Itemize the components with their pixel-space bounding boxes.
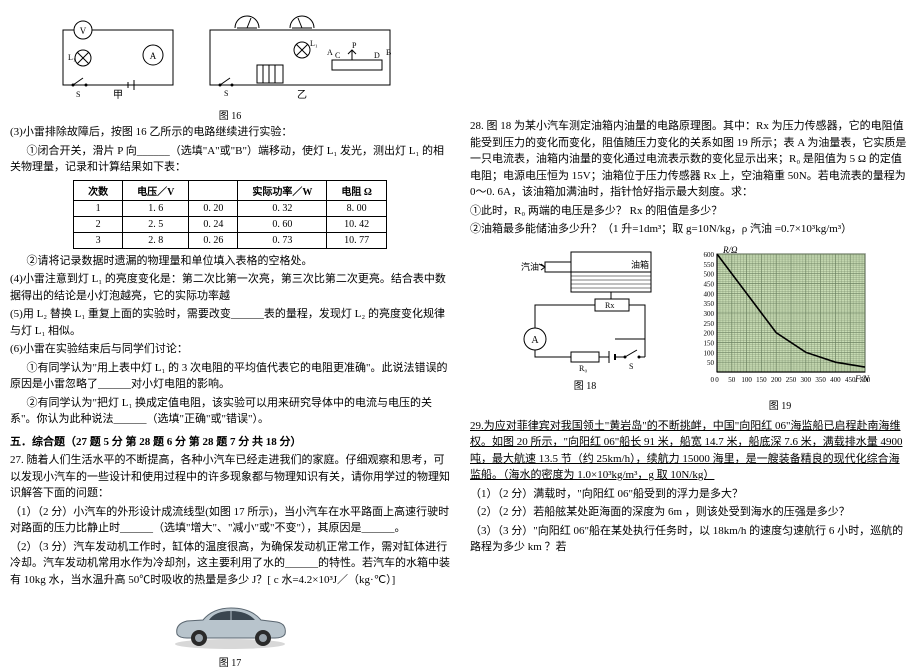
svg-text:F/N: F/N — [854, 374, 870, 384]
para-3a: ①闭合开关，滑片 P 向______（选填"A"或"B"）端移动，使灯 L₁ 发… — [10, 143, 450, 176]
svg-text:100: 100 — [741, 376, 752, 384]
q29-2: （2）（2 分）若船舷某处距海面的深度为 6m ，则该处受到海水的压强是多少？ — [470, 504, 910, 521]
right-column: 28. 图 18 为某小汽车测定油箱内油量的电路原理图。其中：Rx 为压力传感器… — [460, 0, 920, 651]
svg-text:V: V — [79, 26, 86, 36]
th-3 — [189, 180, 238, 200]
q28: 28. 图 18 为某小汽车测定油箱内油量的电路原理图。其中：Rx 为压力传感器… — [470, 118, 910, 201]
circuit-fig18-svg: 油箱 汽油 Rx A — [505, 244, 665, 374]
th-1: 次数 — [74, 180, 123, 200]
q28-1: ①此时，R₀ 两端的电压是多少？ Rx 的阻值是多少？ — [470, 203, 910, 220]
svg-text:50: 50 — [707, 359, 715, 367]
svg-text:400: 400 — [704, 290, 715, 298]
fig16-caption: 图 16 — [10, 107, 450, 122]
th-4: 实际功率／W — [238, 180, 327, 200]
svg-text:550: 550 — [704, 260, 715, 268]
para-6: (6)小雷在实验结束后与同学们讨论： — [10, 341, 450, 358]
svg-text:A: A — [327, 48, 333, 57]
svg-text:R/Ω: R/Ω — [722, 245, 738, 255]
chart-fig19-svg: 0501001502002503003504004505005010015020… — [685, 244, 875, 394]
q27: 27. 随着人们生活水平的不断提高，各种小汽车已经走进我们的家庭。仔细观察和思考… — [10, 452, 450, 502]
svg-text:L₁: L₁ — [310, 39, 318, 48]
svg-text:甲: 甲 — [113, 90, 123, 100]
car-figure: 图 17 — [10, 596, 450, 669]
svg-text:0: 0 — [715, 376, 719, 384]
svg-text:450: 450 — [704, 280, 715, 288]
circuit-jia-svg: V A L₁ S 甲 — [58, 20, 188, 100]
left-column: V A L₁ S 甲 — [0, 0, 460, 651]
svg-text:D: D — [374, 51, 380, 60]
svg-text:Rx: Rx — [605, 301, 614, 310]
fig-18-19-row: 油箱 汽油 Rx A — [470, 244, 910, 412]
svg-text:R₀: R₀ — [579, 364, 587, 373]
fig19-box: 0501001502002503003504004505005010015020… — [685, 244, 875, 412]
para-3b: ②请将记录数据时遗漏的物理量和单位填入表格的空格处。 — [10, 253, 450, 270]
svg-text:150: 150 — [704, 339, 715, 347]
fig18-caption: 图 18 — [505, 377, 665, 392]
svg-text:A: A — [531, 335, 539, 346]
svg-text:350: 350 — [704, 300, 715, 308]
q29: 29.为应对菲律宾对我国领土"黄岩岛"的不断挑衅，中国"向阳红 06"海监船已启… — [470, 418, 910, 484]
svg-text:100: 100 — [704, 349, 715, 357]
q27-1: （1）（2 分）小汽车的外形设计成流线型(如图 17 所示)，当小汽车在水平路面… — [10, 504, 450, 537]
svg-text:汽油: 汽油 — [521, 261, 539, 272]
table-row: 2 2. 5 0. 24 0. 60 10. 42 — [74, 216, 387, 232]
svg-text:200: 200 — [771, 376, 782, 384]
table-row: 3 2. 8 0. 26 0. 73 10. 77 — [74, 232, 387, 248]
svg-text:400: 400 — [830, 376, 841, 384]
svg-text:300: 300 — [704, 310, 715, 318]
th-5: 电阻 Ω — [327, 180, 387, 200]
svg-text:S: S — [224, 89, 228, 98]
th-2: 电压／V — [123, 180, 189, 200]
svg-text:0: 0 — [711, 376, 715, 384]
car-svg — [165, 596, 295, 651]
q27-2: （2）（3 分）汽车发动机工作时，缸体的温度很高，为确保发动机正常工作，需对缸体… — [10, 539, 450, 589]
para-5: (5)用 L₂ 替换 L₁ 重复上面的实验时，需要改变______表的量程，发现… — [10, 306, 450, 339]
svg-text:250: 250 — [786, 376, 797, 384]
para-3: (3)小雷排除故障后，按图 16 乙所示的电路继续进行实验： — [10, 124, 450, 141]
table-row: 1 1. 6 0. 20 0. 32 8. 00 — [74, 200, 387, 216]
para-4: (4)小雷注意到灯 L₁ 的亮度变化是：第二次比第一次亮，第三次比第二次更亮。结… — [10, 271, 450, 304]
para-6b: ②有同学认为"把灯 L₁ 换成定值电阻，该实验可以用来研究导体中的电流与电压的关… — [10, 395, 450, 428]
svg-text:S: S — [629, 362, 633, 371]
svg-text:B: B — [386, 48, 391, 57]
svg-text:500: 500 — [704, 270, 715, 278]
svg-text:600: 600 — [704, 251, 715, 259]
q29-3: （3）（3 分）"向阳红 06"船在某处执行任务时，以 18km/h 的速度匀速… — [470, 523, 910, 556]
fig19-caption: 图 19 — [685, 397, 875, 412]
section-5-title: 五．综合题（27 题 5 分 第 28 题 6 分 第 28 题 7 分 共 1… — [10, 434, 450, 451]
svg-text:50: 50 — [728, 376, 736, 384]
svg-text:350: 350 — [815, 376, 826, 384]
svg-text:L₁: L₁ — [68, 53, 76, 62]
svg-text:P: P — [352, 41, 357, 50]
q28-2: ②油箱最多能储油多少升？（1 升=1dm³；取 g=10N/kg，ρ 汽油 =0… — [470, 221, 910, 238]
svg-text:300: 300 — [801, 376, 812, 384]
svg-text:C: C — [335, 51, 340, 60]
svg-text:A: A — [149, 51, 156, 61]
svg-text:150: 150 — [756, 376, 767, 384]
figure-16-row: V A L₁ S 甲 — [10, 10, 450, 103]
svg-text:250: 250 — [704, 319, 715, 327]
fig18-box: 油箱 汽油 Rx A — [505, 244, 665, 412]
svg-text:S: S — [76, 90, 80, 99]
svg-text:乙: 乙 — [297, 89, 307, 100]
data-table: 次数 电压／V 实际功率／W 电阻 Ω 1 1. 6 0. 20 0. 32 8… — [73, 180, 387, 249]
q29-text: 29.为应对菲律宾对我国领土"黄岩岛"的不断挑衅，中国"向阳红 06"海监船已启… — [470, 420, 902, 482]
q29-1: （1）（2 分）满载时，"向阳红 06"船受到的浮力是多大？ — [470, 486, 910, 503]
circuit-yi-svg: S L₁ A C P D — [202, 10, 402, 100]
fig17-caption: 图 17 — [10, 654, 450, 669]
svg-text:油箱: 油箱 — [631, 259, 649, 270]
para-6a: ①有同学认为"用上表中灯 L₁ 的 3 次电阻的平均值代表它的电阻更准确"。此说… — [10, 360, 450, 393]
svg-text:200: 200 — [704, 329, 715, 337]
